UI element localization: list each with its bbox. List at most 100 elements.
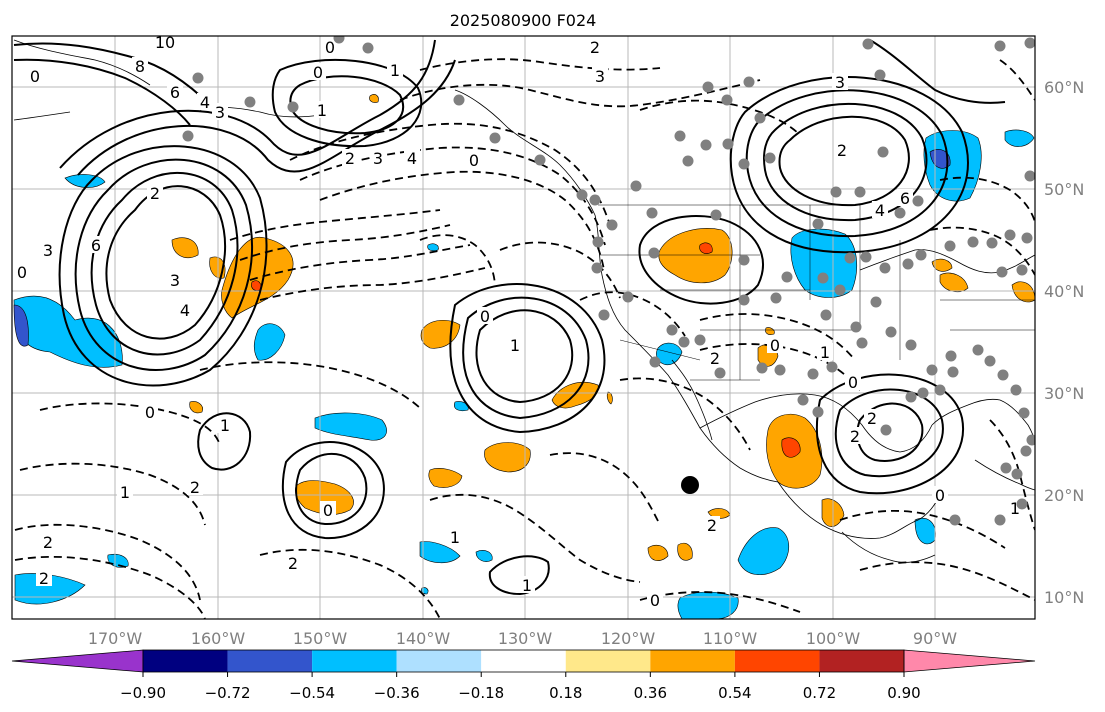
longitude-tick-label: 130°W <box>498 629 553 648</box>
station-marker <box>678 336 690 348</box>
station-marker <box>710 209 722 221</box>
anomaly-patch <box>314 412 387 441</box>
station-marker <box>812 218 824 230</box>
station-marker <box>738 158 750 170</box>
longitude-tick-label: 90°W <box>913 629 957 648</box>
station-marker <box>1024 170 1035 182</box>
coastline <box>671 359 713 441</box>
longitude-tick-labels: 170°W 160°W 150°W 140°W 130°W 120°W 110°W 100°W… <box>88 629 957 648</box>
contour-label: 6 <box>91 236 101 255</box>
contour-label: 0 <box>480 307 490 326</box>
contour-label-bg <box>834 141 850 158</box>
station-marker <box>630 180 642 192</box>
contour-label: 0 <box>325 38 335 57</box>
station-marker <box>362 42 374 54</box>
coastline <box>931 398 1035 446</box>
positive-contour <box>281 441 385 540</box>
station-marker <box>754 112 766 124</box>
contour-label: 0 <box>770 336 780 355</box>
contour-label: 1 <box>522 576 532 595</box>
contour-label: 0 <box>469 151 479 170</box>
station-marker <box>606 219 618 231</box>
colorbar-segment <box>565 650 651 672</box>
station-marker <box>944 240 956 252</box>
contour-label-bg <box>647 591 663 608</box>
station-marker <box>774 364 786 376</box>
negative-contour <box>939 176 1035 223</box>
colorbar-segment <box>481 650 566 672</box>
contour-label-bg <box>404 149 420 166</box>
negative-contour <box>199 361 421 409</box>
positive-contour <box>488 555 550 596</box>
positive-contour <box>475 309 574 404</box>
anomaly-patch <box>475 550 493 562</box>
station-marker <box>856 337 868 349</box>
station-marker <box>997 369 1009 381</box>
positive-contour <box>59 39 436 169</box>
station-marker <box>453 94 465 106</box>
contour-label: 10 <box>155 33 175 52</box>
positive-contour <box>869 39 1006 104</box>
contour-label: 0 <box>17 263 27 282</box>
station-marker <box>880 424 892 436</box>
latitude-tick-label: 40°N <box>1044 282 1084 301</box>
negative-contour <box>289 122 611 226</box>
negative-contour <box>989 419 1035 531</box>
positive-contour <box>197 412 252 471</box>
station-marker <box>1011 468 1023 480</box>
contour-label-bg <box>322 38 338 55</box>
station-marker <box>915 249 927 261</box>
anomaly-patch <box>189 401 203 414</box>
station-marker <box>192 72 204 84</box>
contour-label-bg <box>519 576 535 593</box>
negative-contour <box>699 343 861 391</box>
anomaly-patch <box>699 242 713 254</box>
negative-contour <box>259 267 486 301</box>
negative-contour <box>39 402 221 446</box>
contour-label-bg <box>36 569 52 586</box>
colorbar-segment <box>312 650 397 672</box>
contour-label-bg <box>212 103 228 120</box>
contour-label: 6 <box>170 83 180 102</box>
positive-contour <box>745 89 949 238</box>
station-marker <box>870 296 882 308</box>
station-marker-layer <box>182 36 1035 526</box>
contour-label: 0 <box>848 373 858 392</box>
contour-label: 3 <box>170 271 180 290</box>
station-marker <box>781 271 793 283</box>
station-marker <box>743 76 755 88</box>
station-marker <box>666 324 678 336</box>
latitude-tick-labels: 60°N 50°N 40°N 30°N 20°N 10°N <box>1044 78 1084 607</box>
contour-label: 0 <box>30 67 40 86</box>
contour-label-bg <box>14 263 30 280</box>
colorbar-segment <box>227 650 313 672</box>
station-marker <box>902 258 914 270</box>
contour-label-bg <box>147 184 163 201</box>
contour-label-bg <box>167 83 183 100</box>
contour-label-bg <box>932 486 948 503</box>
contour-label-bg <box>847 427 863 444</box>
positive-contour <box>77 59 456 176</box>
contour-label-bg <box>157 36 173 50</box>
anomaly-shading-layer <box>13 94 1035 619</box>
negative-contour <box>639 591 801 613</box>
longitude-tick-label: 110°W <box>703 629 758 648</box>
colorbar-segment <box>819 650 904 672</box>
station-marker <box>917 387 929 399</box>
contour-label-bg <box>370 149 386 166</box>
positive-contour <box>105 185 226 340</box>
station-marker <box>702 81 714 93</box>
negative-contour <box>929 226 1035 276</box>
station-marker <box>534 154 546 166</box>
positive-contour <box>638 215 764 305</box>
station-marker <box>879 262 891 274</box>
contour-label: 0 <box>313 63 323 82</box>
contour-label: 1 <box>450 528 460 547</box>
contour-label: 1 <box>120 483 130 502</box>
contour-label-bg <box>767 336 783 353</box>
contour-label-bg <box>477 307 493 324</box>
contour-label-bg <box>387 61 403 78</box>
anomaly-patch <box>171 237 199 259</box>
station-marker <box>926 364 938 376</box>
station-marker <box>1021 232 1033 244</box>
